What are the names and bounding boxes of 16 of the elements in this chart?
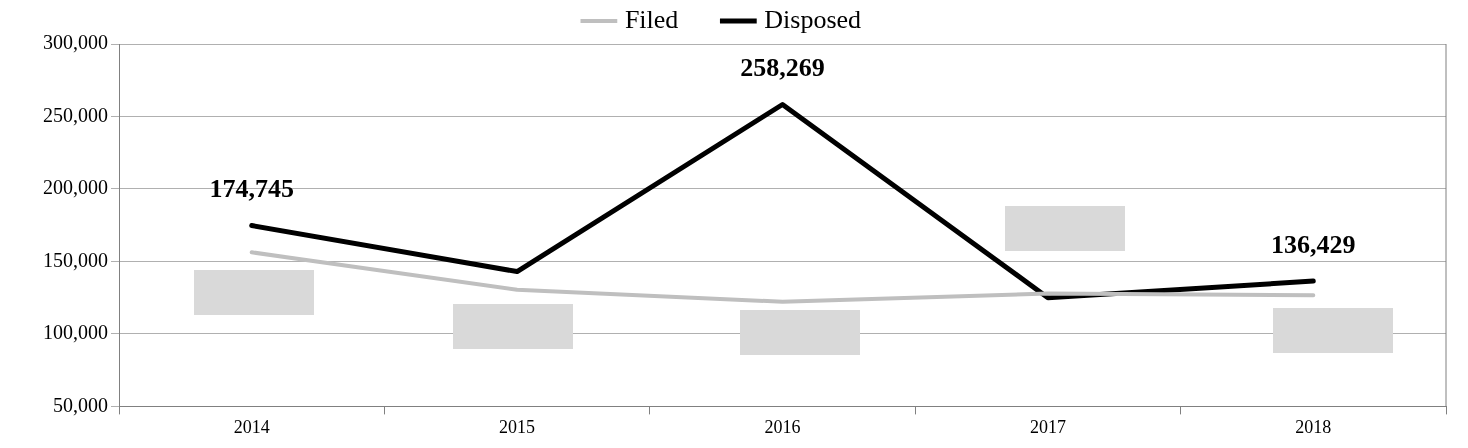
y-tick-label: 200,000 [43, 176, 108, 199]
data-label: 174,745 [209, 174, 294, 204]
x-tick-label: 2014 [233, 416, 270, 437]
legend-label: Filed [624, 4, 718, 34]
data-label: 136,429 [1271, 229, 1356, 259]
x-tick-label: 2017 [1029, 416, 1066, 437]
data-label: 258,269 [740, 53, 825, 83]
y-tick-label: 50,000 [53, 393, 108, 416]
y-tick-label: 250,000 [43, 103, 108, 126]
legend-label: Disposed [764, 4, 901, 34]
y-tick-label: 100,000 [43, 321, 108, 344]
x-tick-label: 2018 [1295, 416, 1332, 437]
y-tick-label: 150,000 [43, 248, 108, 271]
x-tick-label: 2016 [764, 416, 801, 437]
x-tick-label: 2015 [499, 416, 536, 437]
y-tick-label: 300,000 [43, 31, 108, 54]
